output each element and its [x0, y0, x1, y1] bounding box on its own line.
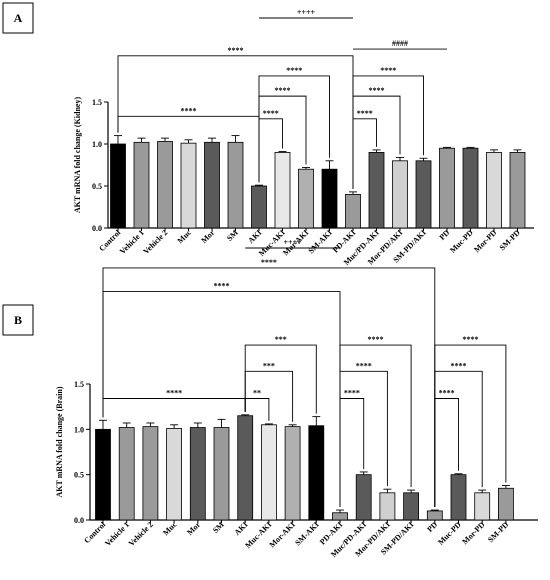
bar [368, 151, 385, 229]
significance-annotation: **** [258, 66, 330, 183]
bracket-line [258, 75, 330, 183]
bar [392, 160, 408, 229]
bar [110, 143, 126, 229]
significance-annotation: #### [353, 39, 447, 50]
bracket-line [244, 344, 317, 414]
bar [260, 424, 277, 521]
bar [118, 427, 135, 521]
bar [355, 474, 372, 521]
bar [486, 151, 502, 229]
significance-label: **** [344, 389, 360, 398]
bar [227, 141, 244, 229]
bar [345, 193, 361, 229]
y-axis-label: AKT mRNA fold change (Brain) [55, 386, 64, 497]
bar [450, 474, 467, 521]
y-tick-label: 0.5 [74, 471, 84, 480]
significance-label: **** [166, 389, 182, 398]
bar [237, 415, 254, 521]
significance-label: **** [228, 46, 244, 55]
y-tick-label: 1.5 [74, 380, 84, 389]
bar [474, 492, 491, 521]
significance-annotation: **** [339, 335, 412, 508]
bar [308, 425, 325, 521]
significance-label: **** [357, 109, 373, 118]
significance-label: **** [286, 66, 302, 75]
bar [166, 428, 183, 521]
bar [439, 147, 455, 229]
y-axis-label: AKT mRNA fold change (Kidney) [73, 97, 82, 214]
bar [415, 160, 432, 229]
significance-annotation: *** [244, 335, 317, 414]
significance-label: **** [356, 361, 372, 370]
significance-label: *** [275, 335, 287, 344]
significance-label: **** [451, 361, 467, 370]
bar [321, 168, 338, 229]
bar [251, 185, 267, 229]
significance-label: **** [261, 258, 277, 267]
bar [142, 426, 159, 521]
panel-label-box [2, 304, 34, 336]
bar [157, 141, 173, 229]
significance-label: **** [462, 335, 478, 344]
bar [497, 487, 514, 521]
significance-annotation: ++++ [245, 238, 340, 249]
bar [426, 510, 443, 521]
bar [462, 147, 479, 229]
bar [189, 427, 206, 521]
y-tick-label: 1.0 [74, 425, 84, 434]
significance-label: ** [253, 389, 261, 398]
bracket-line [352, 75, 424, 189]
significance-label: **** [263, 109, 279, 118]
significance-label: **** [439, 389, 455, 398]
bar [332, 512, 348, 521]
bar [379, 492, 396, 521]
significance-label: ++++ [283, 238, 302, 247]
bar [213, 427, 230, 521]
bar [403, 492, 420, 521]
bracket-line [434, 344, 507, 508]
bar [284, 426, 301, 521]
significance-label: **** [275, 86, 291, 95]
significance-label: **** [368, 335, 384, 344]
significance-label: *** [263, 361, 275, 370]
bracket-line [339, 344, 412, 508]
y-tick-label: 0.0 [74, 516, 84, 525]
bar [509, 151, 526, 229]
significance-label: **** [214, 282, 230, 291]
bar [133, 141, 150, 229]
significance-label: #### [392, 39, 408, 48]
significance-label: **** [380, 66, 396, 75]
significance-label: **** [181, 106, 197, 115]
significance-annotation: **** [352, 66, 424, 189]
significance-label: ++++ [297, 8, 316, 17]
y-tick-label: 0.5 [92, 182, 102, 191]
chart-panel-A: A 0.0 0.5 1.0 1.5 AKT mRNA fold change (Kidne… [2, 2, 534, 267]
bar [274, 151, 291, 229]
y-tick-label: 1.0 [92, 140, 102, 149]
significance-annotation: **** [434, 335, 507, 508]
y-tick-label: 0.0 [92, 224, 102, 233]
y-tick-label: 1.5 [92, 98, 102, 107]
panel-label: A [14, 11, 23, 25]
bar [204, 141, 220, 229]
bar [95, 428, 111, 521]
panel-label-box [2, 2, 34, 34]
bar [180, 142, 197, 229]
panel-label: B [14, 313, 22, 327]
bar [298, 168, 314, 229]
significance-annotation: ++++ [259, 8, 353, 19]
significance-label: **** [369, 86, 385, 95]
